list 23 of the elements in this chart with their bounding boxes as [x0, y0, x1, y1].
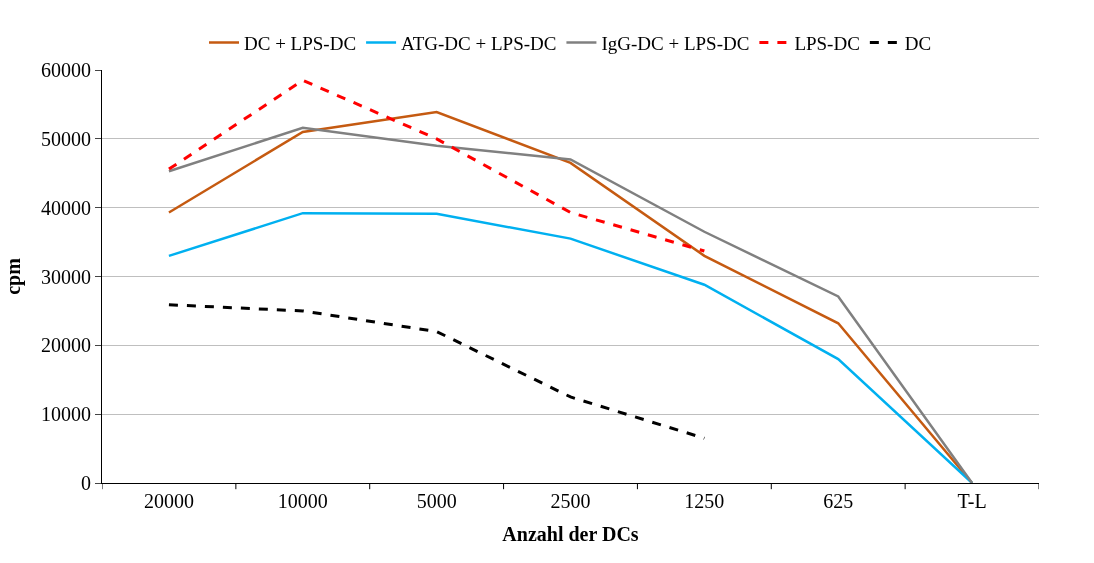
y-tick-label: 10000	[41, 403, 91, 426]
x-tick-label: 5000	[416, 490, 457, 512]
y-tick-label: 20000	[41, 334, 91, 357]
x-axis-title: Anzahl der DCs	[502, 522, 639, 545]
x-tick-label: 2500	[550, 490, 591, 512]
y-tick-label: 30000	[41, 265, 91, 288]
y-tick-label: 40000	[41, 196, 91, 219]
line-series	[167, 303, 706, 440]
x-tick-label: 20000	[143, 490, 194, 512]
y-tick-label: 60000	[41, 59, 91, 81]
x-tick-label: 1250	[684, 490, 725, 512]
x-tick-label: T-L	[957, 490, 987, 512]
legend-label: DC + LPS-DC	[244, 33, 357, 54]
y-tick-label: 50000	[41, 127, 91, 150]
legend-label: IgG-DC + LPS-DC	[601, 33, 750, 54]
legend-label: ATG-DC + LPS-DC	[401, 33, 557, 54]
x-tick-label: 10000	[277, 490, 328, 512]
line-series	[167, 78, 706, 253]
x-tick-label: 625	[823, 490, 854, 512]
legend-label: LPS-DC	[794, 33, 860, 54]
y-tick-label: 0	[81, 472, 91, 494]
legend-label: DC	[904, 33, 932, 54]
y-axis-title: cpm	[1, 257, 25, 295]
